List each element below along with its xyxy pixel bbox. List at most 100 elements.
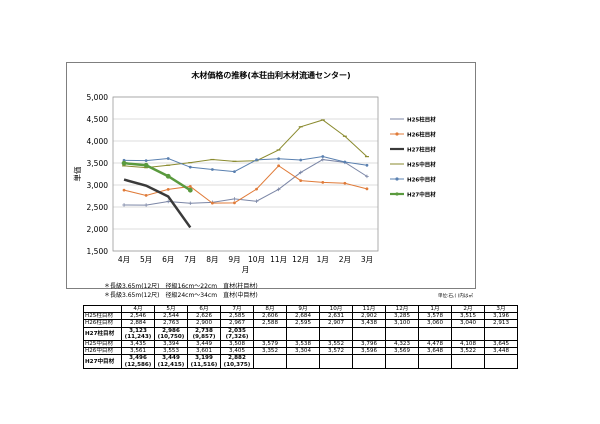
series-line [124,119,368,169]
table-cell [385,326,419,342]
table-cell: 2,913 [484,319,518,328]
table-cell: 3,304 [286,347,320,356]
x-tick-label: 6月 [162,255,174,264]
cell-value: 3,496 [129,355,147,362]
table-cell: 3,552 [319,340,353,349]
data-point [121,160,127,166]
table-cell: 3,515 [451,312,485,321]
y-tick-label: 5,000 [87,93,109,102]
cell-volume: (11,243) [124,333,152,340]
table-cell [385,354,419,369]
table-row: H26柱目材 2,884 2,763 2,900 2,967 2,588 2,595 2,90… [83,319,518,328]
table-header-cell: 2月 [451,304,485,314]
data-point [321,155,325,158]
table-cell: 2,902 [352,312,386,321]
data-point [166,188,170,191]
table-cell [484,326,518,342]
x-tick-label: 9月 [228,255,240,264]
cell-value: 3,449 [162,355,180,362]
table-header-cell: 4月 [121,304,155,314]
table-cell: 2,738 (9,857) [187,326,221,342]
legend-marker [395,132,399,136]
table-cell [418,354,452,369]
table-cell: 3,522 [451,347,485,356]
data-point [144,194,148,197]
table-cell: 2,967 [220,319,254,328]
table-cell [319,326,353,342]
legend-marker [395,177,399,181]
cell-volume: (7,326) [225,333,249,340]
data-point [166,199,171,204]
table-cell: 3,394 [154,340,188,349]
table-header-cell: 12月 [385,304,419,314]
table-header-cell: 9月 [286,304,320,314]
y-tick-label: 2,000 [87,225,109,234]
table-cell: 3,100 [385,319,419,328]
note-medium: ＊長級3.65m(12尺) 径級24cm～34cm 直材(中目材) [104,292,258,299]
table-cell: 2,544 [154,312,188,321]
data-point [187,187,193,193]
data-point [343,160,347,164]
table-cell: 2,900 [187,319,221,328]
data-point [298,170,303,175]
cell-value: 2,882 [228,355,246,362]
y-axis-label: 単価 [72,166,82,181]
data-point [210,168,214,171]
data-point [255,187,258,191]
x-tick-label: 1月 [317,255,329,264]
legend-label: H27柱目材 [407,146,436,154]
table-cell [451,354,485,369]
table-cell: 3,199 (11,516) [187,354,221,369]
row-label: H27中目材 [83,354,122,369]
table-cell: 2,684 [286,312,320,321]
data-point [277,164,281,168]
data-point [277,157,281,161]
data-point [144,203,148,207]
table-cell [451,326,485,342]
table-cell: 2,595 [286,319,320,328]
table-cell: 3,405 [220,347,254,356]
table-cell: 3,796 [352,340,386,349]
table-cell: 3,569 [385,347,419,356]
table-cell: 2,606 [253,312,287,321]
table-cell: 3,438 [352,319,386,328]
data-point [144,159,148,163]
table-cell: 3,352 [253,347,287,356]
data-point [188,185,192,188]
row-label: H26中目材 [83,347,122,356]
data-point [166,157,170,160]
cell-volume: (12,415) [157,361,185,368]
row-label: H25中目材 [83,340,122,349]
x-axis-label: 月 [242,265,250,274]
note-pillar: ＊長級3.65m(12尺) 径級16cm～22cm 直材(柱目材) [104,283,258,290]
legend-label: H25中目材 [407,161,436,169]
table-cell: 4,478 [418,340,452,349]
data-point [365,187,369,191]
x-tick-label: 3月 [361,255,373,264]
table-cell: 3,578 [418,312,452,321]
x-tick-label: 12月 [292,255,309,264]
x-tick-label: 2月 [339,255,351,264]
table-header-cell: 6月 [187,304,221,314]
table-cell [352,354,386,369]
table-cell [418,326,452,342]
table-cell: 3,060 [418,319,452,328]
y-tick-label: 4,000 [87,137,109,146]
table-cell: 3,123 (11,243) [121,326,155,342]
data-point [255,158,258,162]
series-line [124,159,368,206]
cell-volume: (9,857) [192,333,216,340]
table-cell: 3,449 [187,340,221,349]
data-point [210,201,214,205]
y-tick-label: 1,500 [87,247,109,256]
data-point [254,199,259,204]
data-point [233,201,236,205]
data-point [365,163,369,167]
legend-label: H26柱目材 [407,131,436,139]
table-cell [253,326,287,342]
table-cell [286,326,320,342]
data-point [233,170,236,174]
x-tick-label: 10月 [248,255,265,264]
table-header-row: 4月 5月 6月 7月 8月 9月 10月 11月 12月 1月 2月 3月 [83,304,518,314]
table-header-cell: 5月 [154,304,188,314]
